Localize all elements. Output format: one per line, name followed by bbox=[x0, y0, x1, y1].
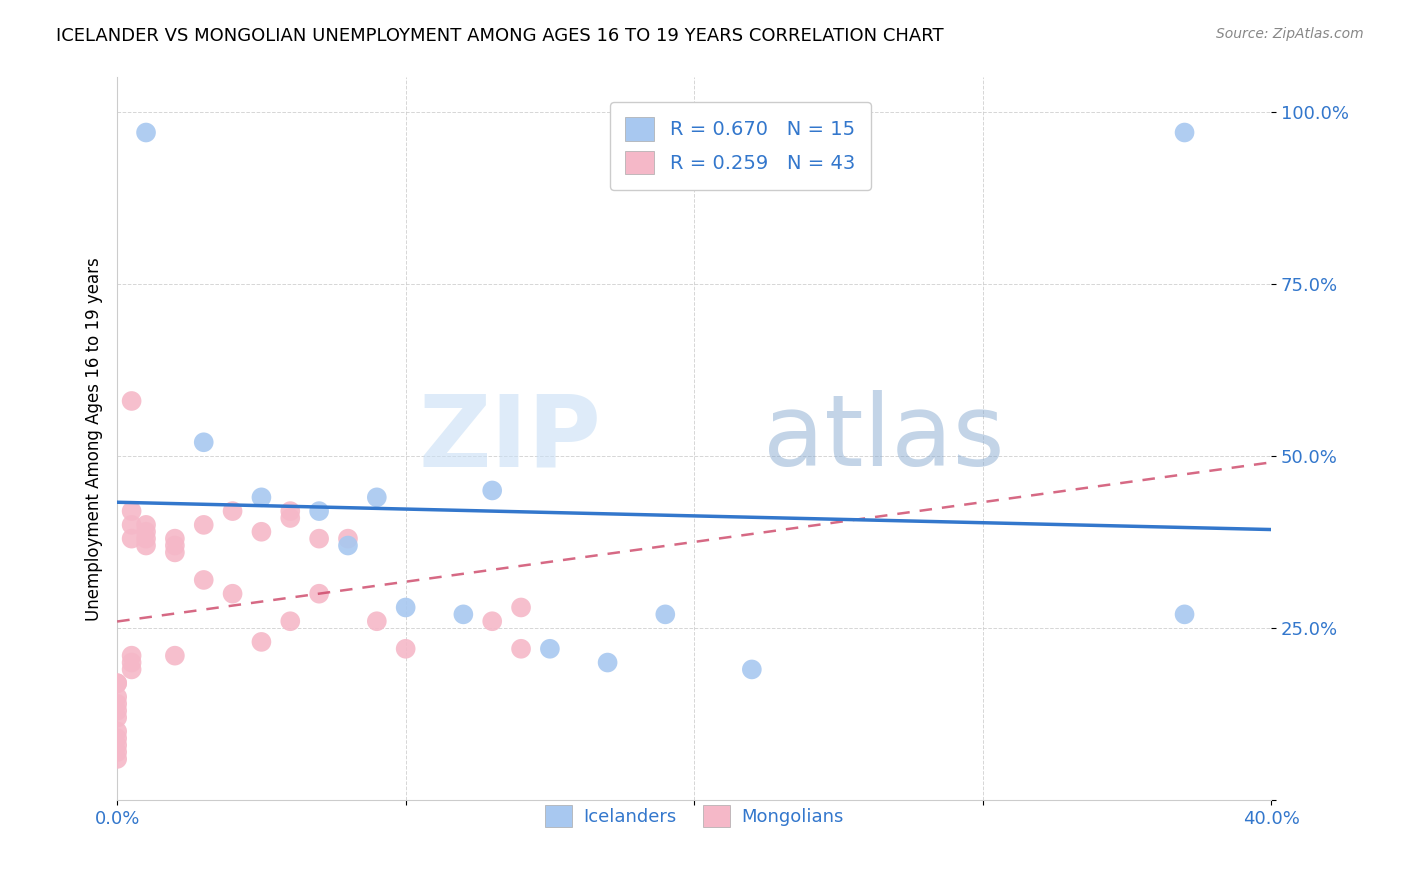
Point bbox=[221, 504, 243, 518]
Point bbox=[221, 587, 243, 601]
Point bbox=[193, 517, 215, 532]
Point bbox=[105, 676, 128, 690]
Point bbox=[510, 641, 533, 656]
Point bbox=[105, 704, 128, 718]
Point bbox=[395, 600, 418, 615]
Point bbox=[250, 491, 273, 505]
Point bbox=[163, 648, 186, 663]
Point bbox=[105, 731, 128, 746]
Point bbox=[366, 491, 388, 505]
Point bbox=[1173, 126, 1195, 140]
Legend: Icelanders, Mongolians: Icelanders, Mongolians bbox=[537, 798, 851, 835]
Point bbox=[121, 394, 143, 409]
Point bbox=[278, 614, 301, 628]
Point bbox=[395, 641, 418, 656]
Point bbox=[741, 662, 763, 676]
Point bbox=[193, 573, 215, 587]
Point bbox=[121, 662, 143, 676]
Text: Source: ZipAtlas.com: Source: ZipAtlas.com bbox=[1216, 27, 1364, 41]
Point bbox=[654, 607, 676, 622]
Point bbox=[278, 504, 301, 518]
Point bbox=[481, 483, 503, 498]
Point bbox=[135, 517, 157, 532]
Point bbox=[121, 517, 143, 532]
Point bbox=[121, 648, 143, 663]
Point bbox=[308, 532, 330, 546]
Point bbox=[481, 614, 503, 628]
Point bbox=[250, 635, 273, 649]
Point bbox=[105, 738, 128, 752]
Point bbox=[135, 539, 157, 553]
Point bbox=[366, 614, 388, 628]
Point bbox=[510, 600, 533, 615]
Point bbox=[596, 656, 619, 670]
Point bbox=[308, 587, 330, 601]
Point bbox=[135, 524, 157, 539]
Point bbox=[135, 532, 157, 546]
Point bbox=[336, 532, 359, 546]
Point bbox=[250, 524, 273, 539]
Point bbox=[105, 676, 128, 690]
Point bbox=[1173, 607, 1195, 622]
Point bbox=[308, 504, 330, 518]
Point bbox=[336, 539, 359, 553]
Point bbox=[193, 435, 215, 450]
Text: ZIP: ZIP bbox=[419, 391, 602, 487]
Text: ICELANDER VS MONGOLIAN UNEMPLOYMENT AMONG AGES 16 TO 19 YEARS CORRELATION CHART: ICELANDER VS MONGOLIAN UNEMPLOYMENT AMON… bbox=[56, 27, 943, 45]
Point bbox=[163, 545, 186, 559]
Point bbox=[453, 607, 475, 622]
Point bbox=[105, 752, 128, 766]
Point bbox=[105, 724, 128, 739]
Point bbox=[135, 126, 157, 140]
Point bbox=[121, 504, 143, 518]
Text: atlas: atlas bbox=[763, 391, 1005, 487]
Y-axis label: Unemployment Among Ages 16 to 19 years: Unemployment Among Ages 16 to 19 years bbox=[86, 257, 103, 621]
Point bbox=[105, 697, 128, 711]
Point bbox=[105, 690, 128, 704]
Point bbox=[105, 711, 128, 725]
Point bbox=[121, 532, 143, 546]
Point bbox=[163, 532, 186, 546]
Point bbox=[121, 656, 143, 670]
Point bbox=[278, 511, 301, 525]
Point bbox=[538, 641, 561, 656]
Point bbox=[163, 539, 186, 553]
Point bbox=[105, 745, 128, 759]
